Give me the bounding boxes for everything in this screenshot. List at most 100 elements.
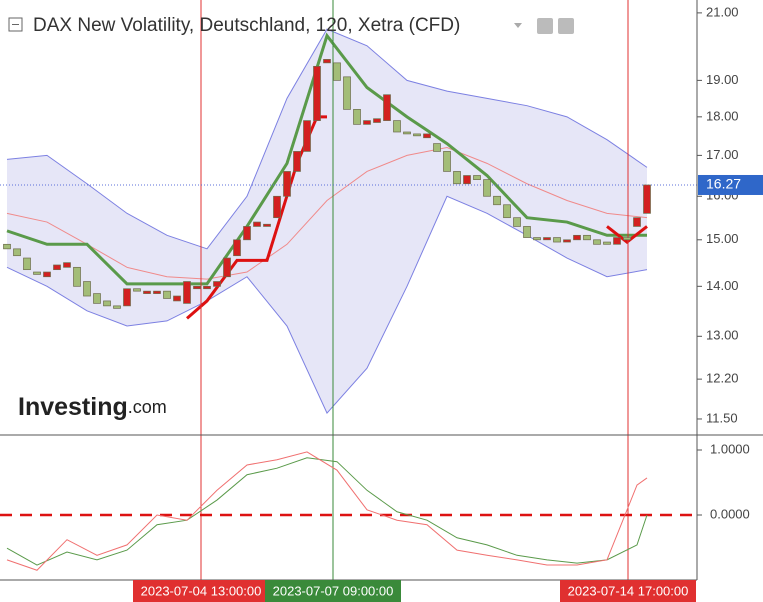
y-tick-label: 11.50 [706,410,738,425]
candle [563,239,571,243]
candle [603,241,611,245]
candle [143,290,151,294]
candle [73,266,81,287]
candle [373,118,381,123]
candle [93,293,101,304]
candle [263,223,271,227]
band-upper [6,28,648,250]
last-price-label: 16.27 [706,176,741,192]
candle [453,171,461,185]
candle [633,217,641,227]
axis-area [697,0,763,602]
candle [573,234,581,241]
candle [493,195,501,206]
candle [393,120,401,133]
candle [253,221,261,227]
candle [403,131,411,135]
candle [303,120,311,152]
last-price-bg [698,174,763,195]
candle [413,133,421,137]
candle [483,179,491,197]
indicator-line [6,32,647,286]
chart-title: DAX New Volatility, Deutschland, 120, Xe… [33,15,460,36]
candle [443,151,451,172]
candle [53,264,61,271]
y-tick-label: 21.00 [706,4,739,19]
marker-label-bg [560,580,696,602]
settings-icon[interactable] [537,18,553,34]
candle [283,171,291,197]
candle [213,281,221,287]
logo: Investing.com [18,393,167,421]
candle [353,109,361,125]
candle [613,237,621,245]
logo-suffix: .com [128,397,167,417]
candle [343,76,351,110]
band-lower [6,195,648,415]
candle [543,237,551,241]
gear-icon[interactable] [558,18,574,34]
y-tick-label: 12.20 [706,371,739,386]
candle [533,237,541,241]
marker-label-bg [133,580,269,602]
y-tick-label: 0.0000 [710,506,750,521]
y-tick-label: 1.0000 [710,441,750,456]
oscillator-line [6,457,648,566]
marker-label-bg [265,580,401,602]
candle [3,243,11,250]
candle [203,285,211,290]
candle [243,226,251,241]
candle [503,204,511,219]
candle [13,248,21,257]
candle [83,281,91,297]
y-tick-label: 19.00 [706,72,739,87]
y-tick-label: 18.00 [706,108,739,123]
candle [323,59,331,64]
candle [523,226,531,238]
candle [123,288,131,307]
candle [293,151,301,172]
candle [133,288,141,292]
candle [223,257,231,278]
candle [233,239,241,257]
band-fill [7,29,647,414]
candle [643,184,651,214]
candle [33,271,41,275]
candle [463,175,471,185]
candle [623,237,631,241]
candle [43,271,51,278]
logo-name: Investing [18,393,128,421]
dropdown-arrow[interactable] [514,23,522,28]
candle [363,120,371,125]
candle [313,65,321,121]
candle [153,290,161,294]
indicator-line [6,146,648,280]
overlay: 21.0019.0018.0017.0016.0015.0014.0013.00… [133,4,763,602]
y-tick-label: 15.00 [706,231,739,246]
candle [333,62,341,81]
candle [593,239,601,245]
candle [23,257,31,271]
candle [273,195,281,219]
candle [583,234,591,241]
candle [423,133,431,139]
candle [433,143,441,152]
marker-label: 2023-07-04 13:00:00 [141,583,262,598]
candle [193,285,201,290]
band-layer [0,0,697,580]
candle [163,290,171,299]
candle [173,295,181,302]
candle [473,175,481,180]
marker-label: 2023-07-14 17:00:00 [568,583,689,598]
candle [113,305,121,309]
oscillator-line [6,451,648,571]
y-tick-label: 14.00 [706,278,739,293]
candle [383,94,391,121]
y-tick-label: 17.00 [706,147,739,162]
plot [3,59,651,309]
marker-label: 2023-07-07 09:00:00 [273,583,394,598]
candle [183,281,191,304]
candle [553,237,561,243]
candle [513,217,521,227]
